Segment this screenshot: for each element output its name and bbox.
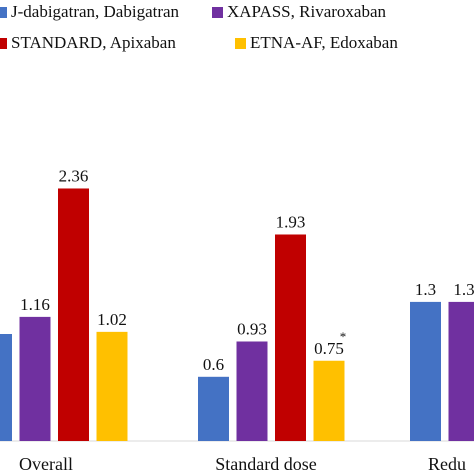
data-label-series-1-cat-0: 1.16 bbox=[20, 295, 50, 314]
legend-label-standard: STANDARD, Apixaban bbox=[11, 33, 176, 52]
x-tick-label-1: Standard dose bbox=[215, 454, 316, 474]
legend-item-xapass: XAPASS, Rivaroxaban bbox=[212, 2, 386, 22]
legend-item-standard: STANDARD, Apixaban bbox=[0, 33, 176, 53]
x-tick-label-0: Overall bbox=[19, 454, 73, 474]
legend-swatch-xapass bbox=[212, 6, 223, 18]
legend-label-j-dabigatran: J-dabigatran, Dabigatran bbox=[11, 2, 180, 21]
data-label-series-0-cat-2: 1.3 bbox=[415, 280, 436, 299]
bar-series-0-cat-1 bbox=[198, 376, 229, 441]
legend-swatch-etna-af bbox=[235, 37, 246, 49]
annotation-0: * bbox=[340, 329, 347, 344]
bar-series-0-cat-2 bbox=[410, 301, 441, 441]
legend-swatch-standard bbox=[0, 37, 7, 49]
bar-series-1-cat-1 bbox=[236, 341, 268, 441]
data-label-series-2-cat-1: 1.93 bbox=[276, 212, 306, 231]
chart-legend: J-dabigatran, Dabigatran XAPASS, Rivarox… bbox=[0, 0, 474, 60]
data-label-series-1-cat-2: 1.3 bbox=[453, 280, 474, 299]
bar-series-1-cat-0 bbox=[19, 316, 51, 441]
data-label-series-0-cat-0: 1 bbox=[0, 312, 1, 331]
data-label-series-0-cat-1: 0.6 bbox=[203, 355, 224, 374]
bar-series-3-cat-0 bbox=[96, 331, 128, 441]
data-label-series-3-cat-1: 0.75 bbox=[314, 339, 344, 358]
legend-swatch-j-dabigatran bbox=[0, 6, 7, 18]
data-label-series-3-cat-0: 1.02 bbox=[97, 310, 127, 329]
x-tick-label-2: Redu bbox=[428, 454, 466, 474]
legend-item-etna-af: ETNA-AF, Edoxaban bbox=[235, 33, 398, 53]
bar-series-1-cat-2 bbox=[448, 301, 474, 441]
bar-series-2-cat-1 bbox=[275, 234, 306, 441]
data-label-series-1-cat-1: 0.93 bbox=[237, 319, 267, 338]
legend-label-etna-af: ETNA-AF, Edoxaban bbox=[250, 33, 398, 52]
bar-series-2-cat-0 bbox=[58, 188, 89, 441]
bar-series-0-cat-0 bbox=[0, 334, 12, 441]
legend-item-j-dabigatran: J-dabigatran, Dabigatran bbox=[0, 2, 179, 22]
legend-label-xapass: XAPASS, Rivaroxaban bbox=[227, 2, 386, 21]
bar-series-3-cat-1 bbox=[313, 360, 345, 441]
data-label-series-2-cat-0: 2.36 bbox=[59, 166, 89, 185]
